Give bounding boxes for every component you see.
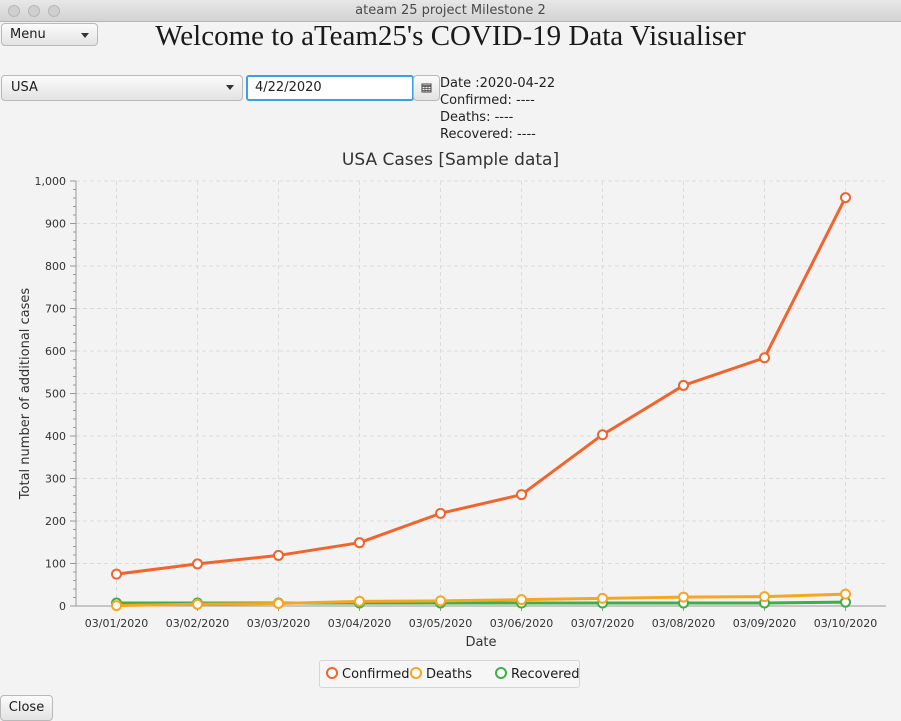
info-confirmed: Confirmed: ---- bbox=[440, 93, 535, 108]
info-deaths: Deaths: ---- bbox=[440, 110, 514, 125]
y-tick-label: 400 bbox=[45, 430, 66, 443]
data-point-deaths bbox=[678, 591, 689, 603]
x-tick-label: 03/02/2020 bbox=[166, 617, 229, 630]
y-tick-label: 200 bbox=[45, 515, 66, 528]
x-axis-label: Date bbox=[465, 635, 496, 650]
data-point-deaths bbox=[840, 588, 851, 600]
data-point-confirmed bbox=[192, 558, 203, 570]
x-tick-label: 03/03/2020 bbox=[247, 617, 310, 630]
y-tick-label: 800 bbox=[45, 260, 66, 273]
data-point-deaths bbox=[354, 595, 365, 607]
x-tick-label: 03/10/2020 bbox=[814, 617, 877, 630]
country-select[interactable]: USA bbox=[1, 75, 243, 101]
legend-marker-icon bbox=[495, 667, 507, 679]
country-value: USA bbox=[11, 80, 38, 95]
series-line-confirmed bbox=[116, 196, 847, 576]
data-point-deaths bbox=[597, 592, 608, 604]
chart-title: USA Cases [Sample data] bbox=[341, 150, 560, 170]
x-tick-label: 03/04/2020 bbox=[328, 617, 391, 630]
legend-item-recovered: Recovered bbox=[495, 667, 580, 682]
data-point-confirmed bbox=[759, 352, 770, 364]
data-point-confirmed bbox=[273, 549, 284, 561]
info-date: Date :2020-04-22 bbox=[440, 76, 556, 91]
calendar-button[interactable] bbox=[413, 75, 440, 101]
x-tick-label: 03/09/2020 bbox=[733, 617, 796, 630]
zoom-window-icon[interactable] bbox=[48, 5, 60, 17]
chevron-down-icon bbox=[226, 85, 234, 90]
x-tick-label: 03/06/2020 bbox=[490, 617, 553, 630]
data-point-confirmed bbox=[597, 429, 608, 441]
legend-item-deaths: Deaths bbox=[410, 667, 472, 682]
y-tick-label: 600 bbox=[45, 345, 66, 358]
y-tick-label: 900 bbox=[45, 218, 66, 231]
legend-marker-icon bbox=[326, 667, 338, 679]
x-tick-label: 03/05/2020 bbox=[409, 617, 472, 630]
info-recovered: Recovered: ---- bbox=[440, 127, 536, 142]
data-point-confirmed bbox=[354, 537, 365, 549]
y-tick-label: 500 bbox=[45, 388, 66, 401]
close-button[interactable]: Close bbox=[0, 695, 53, 721]
data-point-confirmed bbox=[111, 568, 122, 580]
menu-dropdown[interactable]: Menu bbox=[1, 23, 98, 46]
legend-label: Confirmed bbox=[342, 667, 410, 682]
data-point-confirmed bbox=[840, 192, 851, 204]
legend-item-confirmed: Confirmed bbox=[326, 667, 410, 682]
data-point-confirmed bbox=[516, 489, 527, 501]
data-point-deaths bbox=[516, 594, 527, 606]
x-tick-label: 03/01/2020 bbox=[85, 617, 148, 630]
close-window-icon[interactable] bbox=[8, 5, 20, 17]
chevron-down-icon bbox=[81, 33, 89, 38]
menu-label: Menu bbox=[10, 27, 46, 42]
y-tick-label: 0 bbox=[59, 600, 66, 613]
legend-marker-icon bbox=[410, 667, 422, 679]
data-point-confirmed bbox=[678, 379, 689, 391]
x-tick-label: 03/07/2020 bbox=[571, 617, 634, 630]
y-tick-label: 1,000 bbox=[35, 175, 67, 188]
legend-label: Deaths bbox=[426, 667, 473, 682]
series-line-deaths bbox=[116, 592, 846, 608]
data-point-deaths bbox=[192, 598, 203, 610]
data-point-deaths bbox=[273, 597, 284, 609]
y-tick-label: 100 bbox=[45, 558, 66, 571]
calendar-icon bbox=[421, 83, 432, 93]
legend-label: Recovered bbox=[511, 667, 580, 682]
y-tick-label: 300 bbox=[45, 473, 66, 486]
window-title: ateam 25 project Milestone 2 bbox=[355, 3, 546, 18]
minimize-window-icon[interactable] bbox=[28, 5, 40, 17]
y-tick-label: 700 bbox=[45, 303, 66, 316]
data-point-deaths bbox=[759, 591, 770, 603]
data-point-deaths bbox=[111, 600, 122, 612]
window-titlebar: ateam 25 project Milestone 2 bbox=[0, 0, 901, 22]
data-point-confirmed bbox=[435, 507, 446, 519]
x-tick-label: 03/08/2020 bbox=[652, 617, 715, 630]
data-point-deaths bbox=[435, 595, 446, 607]
y-axis-label: Total number of additional cases bbox=[18, 288, 33, 501]
page-title: Welcome to aTeam25's COVID-19 Data Visua… bbox=[155, 20, 746, 52]
chart-legend: Confirmed Deaths Recovered bbox=[319, 660, 580, 688]
